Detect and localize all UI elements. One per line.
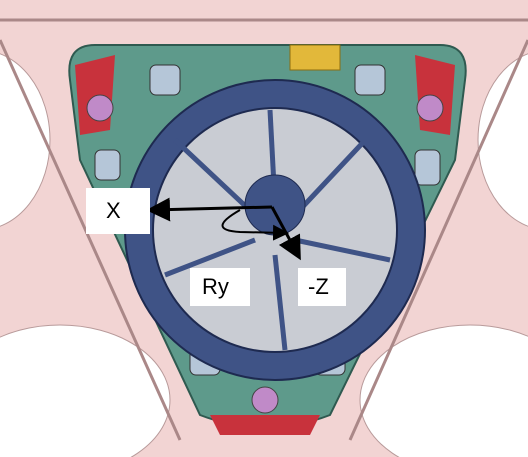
bracket (415, 55, 455, 135)
label-box (86, 188, 150, 234)
hub (244, 174, 306, 236)
label-x: X (106, 198, 121, 223)
bracket (210, 415, 320, 435)
cutout (0, 324, 171, 457)
label-box (190, 268, 250, 306)
cutout (359, 324, 528, 457)
bolt (416, 94, 444, 122)
block (289, 44, 341, 71)
cutout (477, 53, 528, 227)
bolt (251, 386, 279, 414)
bracket (75, 55, 115, 135)
cutout (0, 53, 51, 227)
x-axis-arrow (146, 197, 273, 222)
frame-struts (0, 18, 528, 441)
label-ry: Ry (202, 274, 229, 299)
rotation-arrow (221, 209, 289, 241)
label-box (298, 268, 346, 306)
label-z: -Z (308, 274, 329, 299)
spokes (164, 109, 391, 351)
bolt (86, 94, 114, 122)
